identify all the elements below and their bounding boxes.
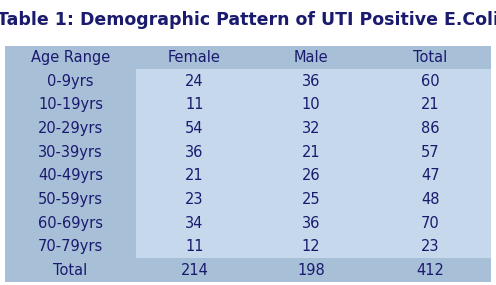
Text: 60: 60 [421, 74, 439, 89]
Text: 214: 214 [181, 263, 208, 278]
Text: 50-59yrs: 50-59yrs [38, 192, 103, 207]
Text: 25: 25 [302, 192, 320, 207]
Text: 57: 57 [421, 144, 439, 160]
Text: Age Range: Age Range [31, 50, 110, 65]
Text: Male: Male [294, 50, 328, 65]
Text: 60-69yrs: 60-69yrs [38, 215, 103, 231]
Text: 24: 24 [185, 74, 204, 89]
Text: 32: 32 [302, 121, 320, 136]
Text: 36: 36 [302, 74, 320, 89]
Text: 47: 47 [421, 168, 439, 183]
Text: 26: 26 [302, 168, 320, 183]
Text: Female: Female [168, 50, 221, 65]
Text: 10-19yrs: 10-19yrs [38, 97, 103, 112]
Text: 36: 36 [302, 215, 320, 231]
Text: 30-39yrs: 30-39yrs [38, 144, 103, 160]
Text: 20-29yrs: 20-29yrs [38, 121, 103, 136]
Text: 11: 11 [186, 239, 204, 254]
Text: 48: 48 [421, 192, 439, 207]
Text: 11: 11 [186, 97, 204, 112]
Text: 70-79yrs: 70-79yrs [38, 239, 103, 254]
Text: Table 1: Demographic Pattern of UTI Positive E.Coli: Table 1: Demographic Pattern of UTI Posi… [0, 11, 496, 29]
Text: 12: 12 [302, 239, 320, 254]
Text: 0-9yrs: 0-9yrs [47, 74, 94, 89]
Text: 21: 21 [302, 144, 320, 160]
Text: 21: 21 [421, 97, 439, 112]
Text: 198: 198 [297, 263, 325, 278]
Text: Total: Total [413, 50, 447, 65]
Text: 21: 21 [185, 168, 204, 183]
Text: 23: 23 [421, 239, 439, 254]
Text: 40-49yrs: 40-49yrs [38, 168, 103, 183]
Text: 412: 412 [416, 263, 444, 278]
Text: 70: 70 [421, 215, 439, 231]
Text: 86: 86 [421, 121, 439, 136]
Text: 10: 10 [302, 97, 320, 112]
Text: 36: 36 [186, 144, 204, 160]
Text: 54: 54 [186, 121, 204, 136]
Text: 34: 34 [186, 215, 204, 231]
Text: 23: 23 [186, 192, 204, 207]
Text: Total: Total [54, 263, 88, 278]
